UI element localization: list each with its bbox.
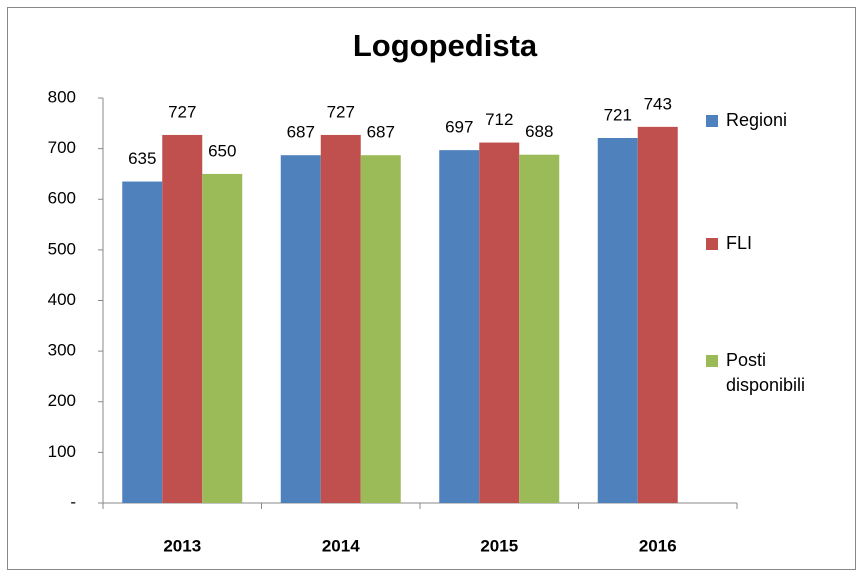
value-label: 712: [485, 110, 513, 129]
bar: [637, 126, 678, 503]
x-tick-label: 2016: [639, 536, 677, 555]
legend-item: Regioni: [706, 110, 846, 133]
y-tick-label: 600: [48, 189, 76, 208]
x-tick-label: 2015: [480, 536, 518, 555]
value-label: 727: [327, 102, 355, 121]
value-label: 687: [367, 123, 395, 142]
bar: [122, 181, 163, 503]
legend-swatch: [706, 115, 718, 127]
bar: [597, 137, 638, 503]
y-tick-label: 100: [48, 442, 76, 461]
x-tick-label: 2013: [163, 536, 201, 555]
y-tick-label: 200: [48, 391, 76, 410]
legend-label: Posti disponibili: [726, 350, 806, 395]
x-tick-label: 2014: [322, 536, 360, 555]
bar: [439, 150, 480, 504]
bar: [320, 134, 361, 504]
legend-label: Regioni: [726, 110, 788, 130]
legend-label: FLI: [726, 233, 753, 253]
value-label: 650: [208, 141, 236, 160]
y-tick-label: 700: [48, 138, 76, 157]
bar: [479, 142, 520, 504]
y-tick-label: -: [70, 492, 76, 511]
bar: [162, 134, 203, 504]
bar: [202, 173, 243, 503]
value-label: 697: [445, 118, 473, 137]
legend-item: FLI: [706, 233, 846, 256]
legend-swatch: [706, 238, 718, 250]
y-tick-label: 500: [48, 239, 76, 258]
legend-swatch: [706, 355, 718, 367]
value-label: 635: [128, 149, 156, 168]
value-label: 743: [644, 94, 672, 113]
value-label: 727: [168, 102, 196, 121]
y-tick-label: 400: [48, 290, 76, 309]
bar: [360, 155, 401, 504]
legend-item: Posti disponibili: [706, 350, 846, 398]
y-tick-label: 800: [48, 87, 76, 106]
chart-title: Logopedista: [353, 28, 538, 63]
value-label: 721: [604, 105, 632, 124]
bar: [280, 155, 321, 504]
bar: [519, 154, 560, 503]
y-tick-label: 300: [48, 341, 76, 360]
value-label: 687: [287, 123, 315, 142]
value-label: 688: [525, 122, 553, 141]
